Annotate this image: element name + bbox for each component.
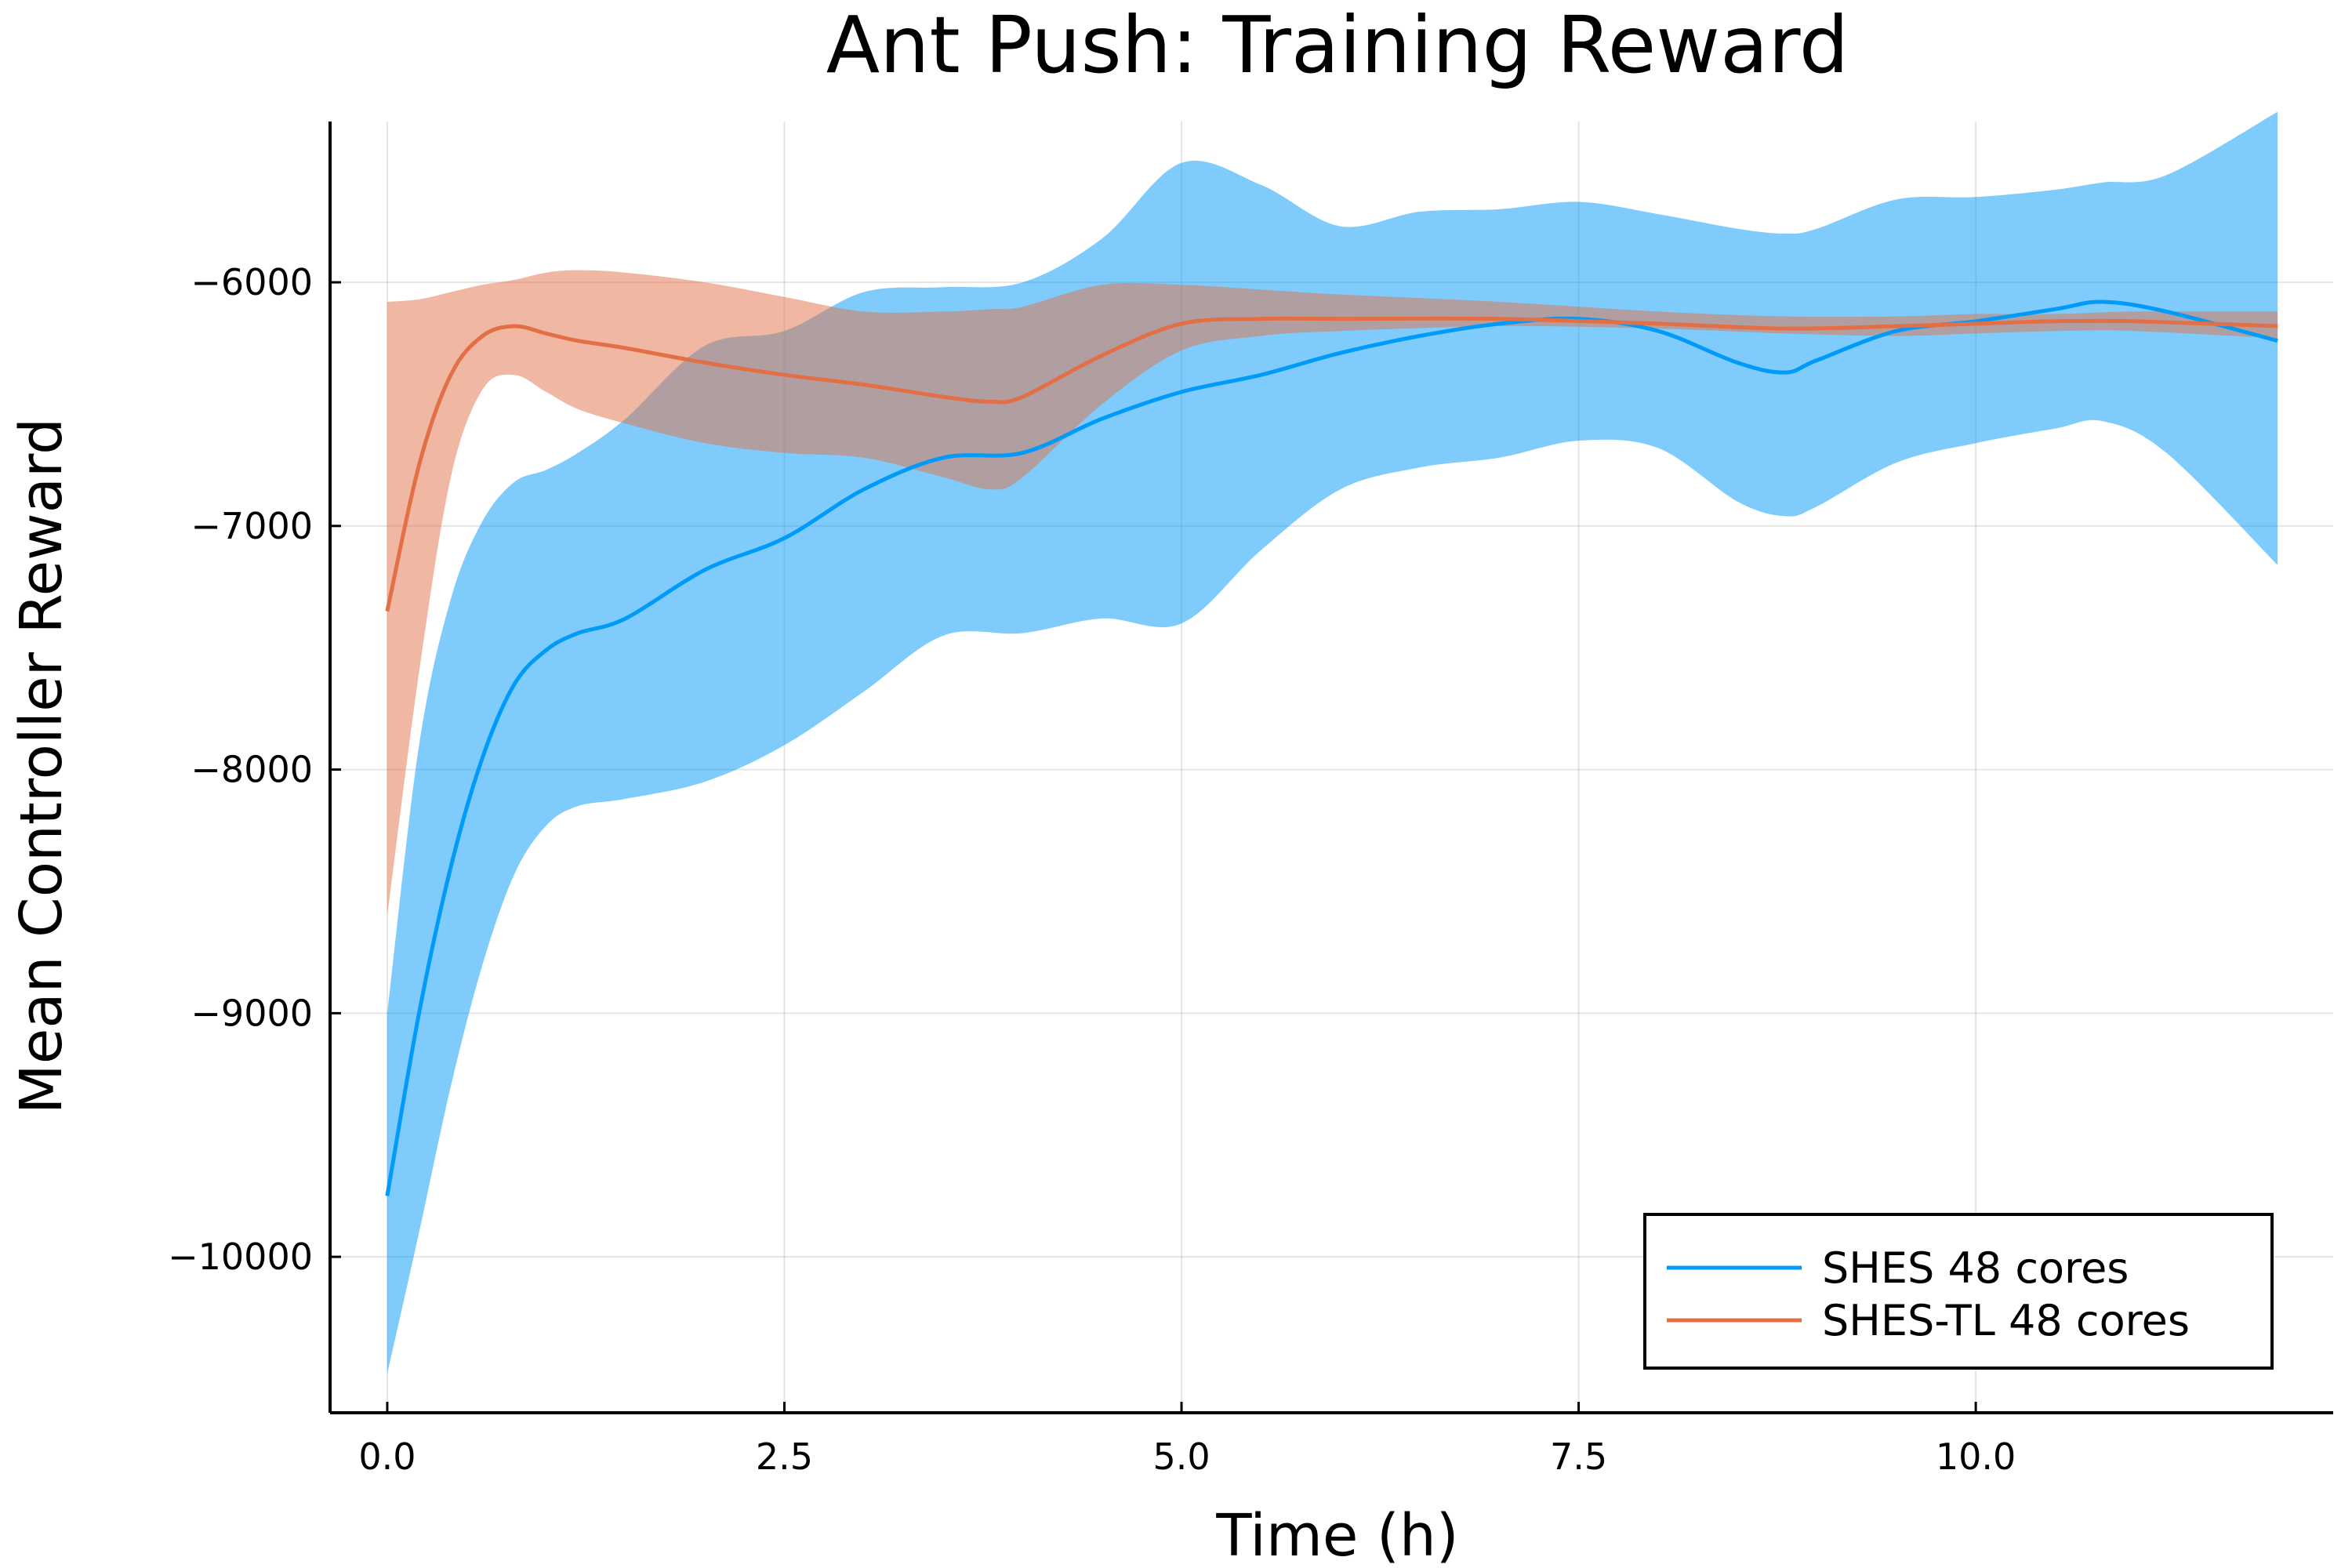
tick-labels: 0.0 2.5 5.0 7.5 10.0 −10000 −9000 −8000 −7000 −60… — [168, 261, 2016, 1478]
x-tick-label: 5.0 — [1152, 1436, 1210, 1478]
y-tick-label: −7000 — [191, 505, 313, 547]
chart-title: Ant Push: Training Reward — [826, 0, 1849, 91]
x-axis-title: Time (h) — [1215, 1502, 1458, 1568]
y-axis-title: Mean Controller Reward — [8, 418, 75, 1114]
y-tick-label: −9000 — [191, 992, 313, 1034]
axes — [328, 122, 2333, 1414]
legend-label-series-2: SHES-TL 48 cores — [1822, 1296, 2190, 1345]
x-tick-label: 0.0 — [358, 1436, 416, 1478]
confidence-bands — [387, 111, 2278, 1374]
line-series-2 — [385, 316, 2278, 612]
x-tick-label: 2.5 — [756, 1436, 813, 1478]
band-series-2 — [387, 270, 2278, 916]
y-tick-label: −10000 — [168, 1236, 313, 1278]
legend-label-series-1: SHES 48 cores — [1822, 1243, 2129, 1293]
legend-box — [1643, 1213, 2274, 1370]
line-series-1 — [385, 299, 2278, 1196]
x-tick-label: 7.5 — [1550, 1436, 1607, 1478]
y-tick-label: −8000 — [191, 749, 313, 791]
series-lines — [385, 299, 2278, 1196]
y-tick-label: −6000 — [191, 261, 313, 303]
x-tick-label: 10.0 — [1936, 1436, 2016, 1478]
